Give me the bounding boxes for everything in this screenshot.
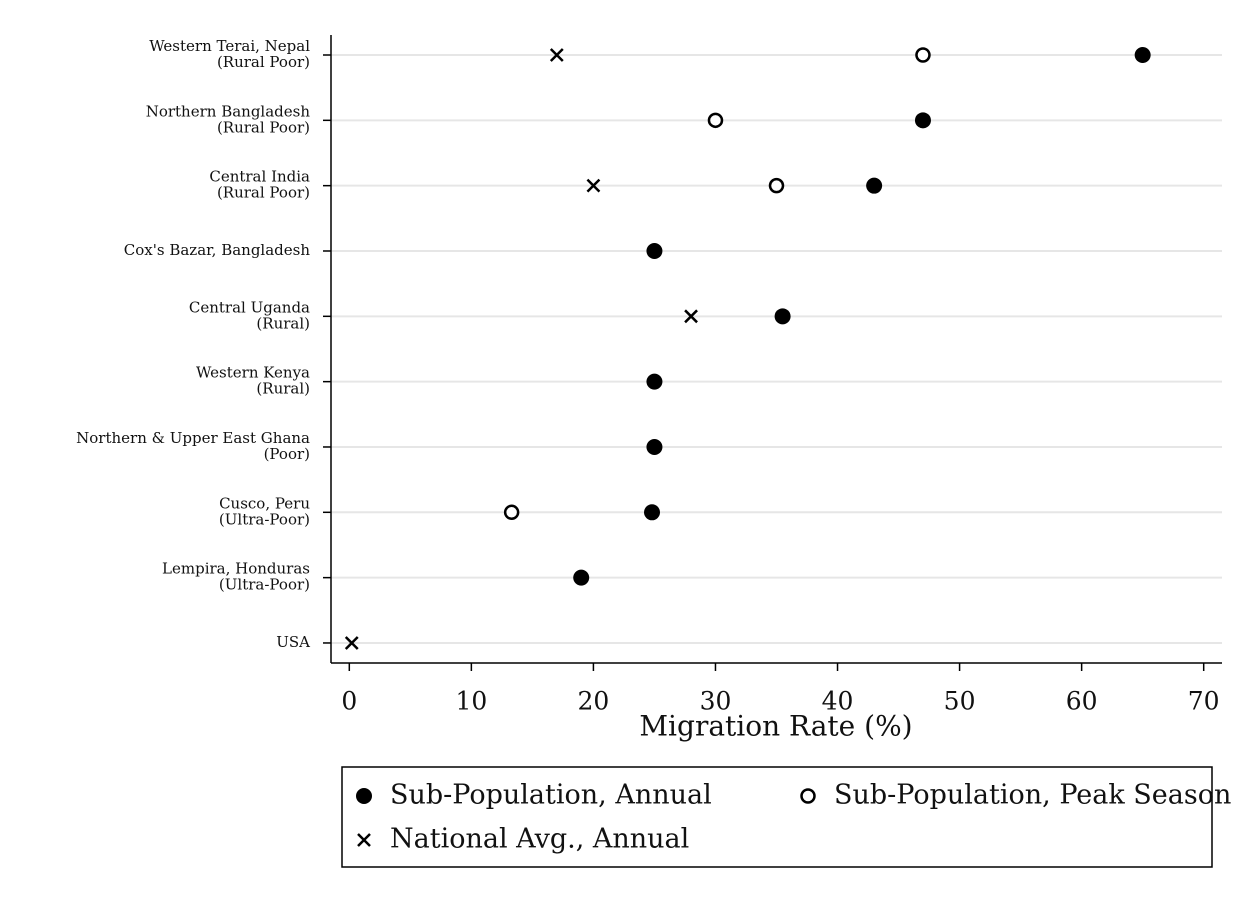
y-tick-label: Northern & Upper East Ghana	[76, 429, 310, 447]
x-tick-label: 20	[578, 687, 610, 716]
y-tick-label: Cusco, Peru	[219, 494, 310, 512]
dot	[1134, 47, 1151, 63]
legend-label: Sub-Population, Annual	[390, 780, 712, 811]
legend-marker	[800, 788, 816, 804]
y-tick-label: (Rural)	[256, 314, 310, 332]
y-tick-label: Northern Bangladesh	[146, 102, 311, 120]
x-tick-label: 0	[341, 687, 357, 716]
y-tick-label: Western Terai, Nepal	[149, 37, 310, 55]
x-tick-label: 70	[1188, 687, 1220, 716]
dot	[915, 47, 931, 63]
legend-label: Sub-Population, Peak Season	[834, 780, 1231, 811]
legend-marker	[356, 788, 372, 804]
dot	[646, 242, 663, 259]
x-tick-label: 50	[944, 687, 976, 716]
y-tick-label: (Rural Poor)	[217, 53, 310, 71]
cross	[549, 48, 564, 62]
x-tick-label: 10	[455, 687, 487, 716]
y-tick-label: (Ultra-Poor)	[219, 510, 310, 528]
dot	[644, 504, 661, 521]
y-tick-label: Cox's Bazar, Bangladesh	[124, 241, 311, 259]
dot	[914, 112, 931, 129]
y-tick-label: (Poor)	[264, 445, 310, 463]
y-tick-label: (Rural Poor)	[217, 118, 310, 136]
y-tick-label: (Ultra-Poor)	[219, 576, 310, 594]
dot	[774, 308, 791, 325]
y-tick-label: (Rural)	[256, 380, 310, 398]
cross	[586, 178, 601, 193]
x-tick-label: 60	[1066, 687, 1098, 716]
dot	[503, 504, 520, 521]
legend-label: National Avg., Annual	[390, 824, 689, 855]
legend-marker	[357, 833, 371, 847]
dot	[646, 438, 663, 455]
y-tick-label: Central Uganda	[189, 298, 310, 316]
y-tick-label: Western Kenya	[196, 364, 310, 382]
legend-box	[341, 766, 1213, 868]
dot	[768, 177, 785, 194]
y-tick-label: Lempira, Honduras	[162, 560, 310, 578]
dot	[866, 177, 883, 194]
y-tick-label: USA	[276, 633, 310, 651]
dot	[707, 112, 724, 129]
dot	[573, 569, 590, 586]
x-tick-label: 40	[822, 687, 854, 716]
dot	[646, 373, 663, 390]
y-tick-label: (Rural Poor)	[217, 184, 310, 202]
cross	[684, 309, 698, 324]
x-axis-title: Migration Rate (%)	[639, 710, 912, 743]
y-tick-label: Central India	[209, 168, 310, 186]
x-tick-label: 30	[700, 687, 732, 716]
cross	[344, 636, 359, 650]
